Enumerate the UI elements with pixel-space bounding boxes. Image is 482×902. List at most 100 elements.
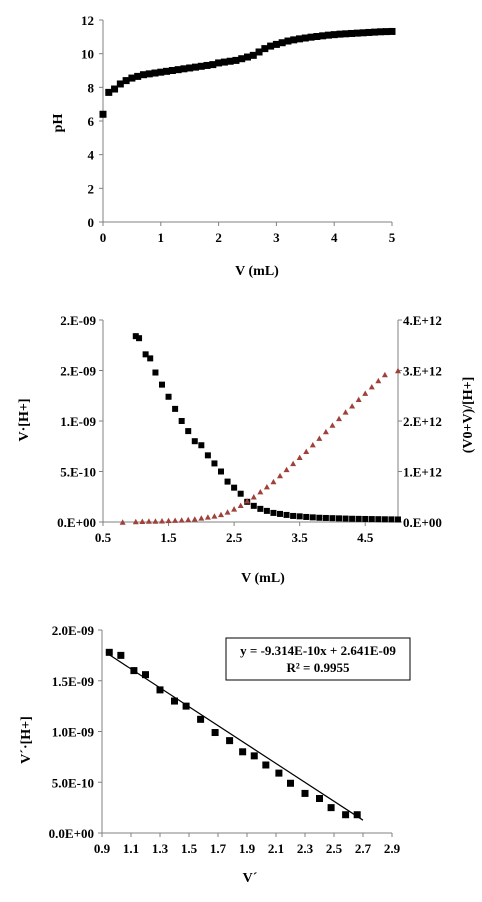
data-point-left-series [375, 516, 382, 523]
data-point-left-series [329, 515, 336, 522]
data-point [261, 45, 269, 53]
data-point [278, 39, 286, 47]
data-point [371, 28, 379, 36]
data-point [376, 28, 384, 36]
data-point-right-series [329, 422, 336, 428]
data-point [151, 69, 159, 77]
data-point [186, 64, 194, 72]
data-point-left-series [250, 502, 257, 509]
data-point [182, 702, 190, 710]
data-point [145, 70, 153, 78]
data-point [209, 61, 217, 69]
data-point-left-series [257, 505, 264, 512]
data-point [174, 66, 182, 74]
x-tick-label: 1.9 [239, 841, 256, 856]
x-tick-label: 4 [331, 230, 338, 245]
data-point-right-series [178, 517, 185, 523]
data-point [336, 30, 344, 38]
data-point-left-series [368, 516, 375, 523]
data-point-right-series [342, 409, 349, 415]
data-point [382, 28, 390, 36]
data-point-left-series [270, 509, 277, 516]
data-point [249, 51, 257, 59]
data-point-right-series [257, 489, 264, 495]
data-point [275, 769, 283, 777]
data-point-right-series [191, 516, 198, 522]
data-point-left-series [342, 515, 349, 522]
y-tick-label-left: 2.E-09 [60, 364, 96, 379]
data-point [267, 42, 275, 50]
data-point [105, 648, 113, 656]
y-axis-label-left: V·[H+] [17, 399, 32, 442]
data-point-left-series [218, 468, 224, 475]
data-point [191, 63, 199, 71]
data-point [342, 811, 350, 819]
data-point [239, 748, 247, 756]
x-axis-label: V (mL) [241, 571, 285, 586]
data-point [287, 779, 294, 787]
data-point-right-series [375, 377, 382, 384]
data-point [250, 752, 258, 760]
data-point-right-series [270, 478, 277, 485]
data-point [307, 33, 315, 41]
data-point [142, 671, 149, 679]
trendline-equation: y = -9.314E-10x + 2.641E-09 [240, 643, 396, 658]
x-tick-label: 3.5 [292, 530, 309, 545]
data-point-right-series [277, 472, 283, 479]
equation-box [225, 637, 411, 681]
data-point-left-series [136, 335, 143, 342]
data-point-right-series [152, 518, 159, 524]
data-point-right-series [349, 403, 356, 409]
data-point [353, 29, 361, 37]
data-point-left-series [322, 514, 329, 521]
x-tick-label: 1.5 [181, 841, 198, 856]
data-point [301, 34, 309, 42]
data-point [157, 68, 165, 76]
x-tick-label: 0.9 [94, 841, 111, 856]
data-point [105, 88, 113, 96]
data-point-right-series [395, 367, 401, 374]
data-point-left-series [263, 507, 270, 514]
data-point [316, 794, 323, 802]
y-tick-label-right: 4.E+12 [403, 313, 442, 328]
data-point-left-series [349, 515, 356, 522]
data-point [130, 667, 138, 675]
data-point-left-series [277, 510, 283, 517]
data-point-right-series [290, 460, 297, 467]
data-point-right-series [237, 502, 244, 509]
data-point [134, 72, 142, 80]
data-point [122, 77, 130, 85]
data-point [220, 58, 228, 66]
data-point-left-series [211, 460, 218, 467]
data-point-left-series [147, 355, 154, 362]
data-point-left-series [388, 516, 395, 523]
x-tick-label: 2.1 [268, 841, 284, 856]
data-point [111, 85, 119, 93]
data-point [301, 789, 309, 797]
data-point-left-series [355, 515, 362, 522]
x-tick-label: 2 [215, 230, 222, 245]
data-point-left-series [132, 333, 139, 340]
data-point [99, 110, 107, 118]
data-point [262, 761, 270, 769]
data-point-left-series [204, 452, 211, 459]
data-point [197, 715, 205, 723]
data-point [348, 29, 356, 37]
y-tick-label: 1.5E-09 [52, 674, 95, 689]
data-point-left-series [309, 514, 316, 521]
y-tick-label: 4 [88, 148, 95, 163]
data-point [128, 74, 136, 82]
data-point-left-series [191, 438, 198, 445]
data-point-right-series [336, 415, 342, 422]
data-point-left-series [159, 381, 165, 388]
data-point-left-series [142, 351, 149, 358]
data-point [168, 67, 176, 74]
data-point [296, 35, 304, 43]
y-tick-label: 0 [88, 215, 95, 230]
data-point-left-series [362, 515, 369, 522]
data-point [272, 40, 280, 48]
data-point-right-series [211, 513, 218, 519]
data-point-right-series [119, 519, 126, 525]
x-tick-label: 2.5 [226, 530, 243, 545]
data-point-left-series [152, 369, 159, 376]
